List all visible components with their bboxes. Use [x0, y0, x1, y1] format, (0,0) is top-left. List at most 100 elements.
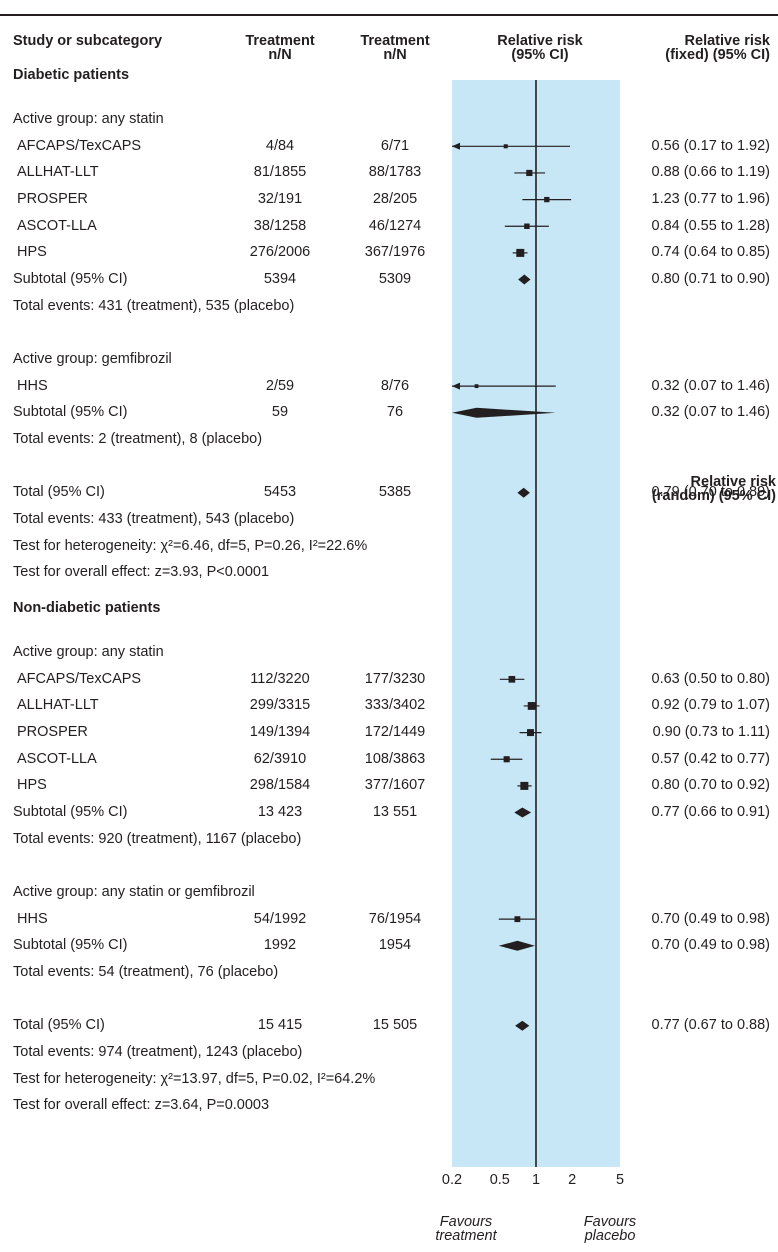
control-count: 1954	[378, 937, 412, 953]
study-name: PROSPER	[17, 724, 88, 740]
header-study: Study or subcategory	[13, 33, 163, 49]
subtotal-label: Subtotal (95% CI)	[13, 404, 128, 420]
treatment-count: 38/1258	[253, 218, 307, 234]
section-heading: Non-diabetic patients	[13, 600, 161, 616]
control-count: 108/3863	[364, 751, 426, 767]
summary-note: Total events: 431 (treatment), 535 (plac…	[13, 298, 295, 314]
point-estimate	[520, 781, 529, 790]
study-name: ALLHAT-LLT	[17, 697, 99, 713]
treatment-count: 1992	[263, 937, 297, 953]
treatment-count: 59	[271, 404, 289, 420]
treatment-count: 15 415	[257, 1017, 303, 1033]
x-tick-label: 0.2	[441, 1172, 463, 1188]
point-estimate	[527, 729, 534, 737]
x-tick-label: 2	[568, 1172, 577, 1188]
x-tick-label: 1	[531, 1172, 541, 1188]
treatment-count: 54/1992	[253, 911, 307, 927]
summary-note: Test for heterogeneity: χ²=13.97, df=5, …	[13, 1071, 376, 1087]
subtotal-label: Total (95% CI)	[13, 484, 105, 500]
study-name: AFCAPS/TexCAPS	[17, 671, 142, 687]
control-count: 5309	[378, 271, 412, 287]
header-control-line1: Treatment	[360, 33, 430, 49]
header-rr-line1: Relative risk	[497, 33, 583, 49]
point-estimate	[503, 144, 508, 149]
ci-arrow	[452, 142, 460, 150]
control-count: 377/1607	[364, 777, 426, 793]
favours-placebo-line2: placebo	[584, 1228, 636, 1244]
study-name: HHS	[17, 911, 48, 927]
favours-placebo-line1: Favours	[583, 1214, 637, 1230]
point-estimate	[503, 756, 510, 763]
summary-diamond	[498, 940, 535, 951]
summary-diamond	[518, 274, 531, 285]
relative-risk-ci: 0.32 (0.07 to 1.46)	[651, 404, 771, 420]
group-label: Active group: gemfibrozil	[13, 351, 172, 367]
header-control-line2: n/N	[383, 47, 407, 63]
relative-risk-ci: 0.57 (0.42 to 0.77)	[651, 751, 771, 767]
summary-diamond	[452, 407, 556, 418]
header-fixed-line2: (fixed) (95% CI)	[665, 47, 770, 63]
study-name: AFCAPS/TexCAPS	[17, 138, 142, 154]
subtotal-label: Subtotal (95% CI)	[13, 804, 128, 820]
control-count: 76/1954	[368, 911, 422, 927]
summary-note: Test for overall effect: z=3.93, P<0.000…	[13, 564, 270, 580]
control-count: 6/71	[380, 138, 410, 154]
header-fixed-line1: Relative risk	[684, 33, 770, 49]
control-count: 13 551	[372, 804, 418, 820]
relative-risk-ci: 0.79 (0.70 to 0.89)	[651, 484, 771, 500]
relative-risk-ci: 0.88 (0.66 to 1.19)	[651, 164, 771, 180]
relative-risk-ci: 0.80 (0.71 to 0.90)	[651, 271, 771, 287]
relative-risk-ci: 0.77 (0.67 to 0.88)	[651, 1017, 771, 1033]
favours-treatment-line1: Favours	[439, 1214, 493, 1230]
study-name: PROSPER	[17, 191, 88, 207]
control-count: 88/1783	[368, 164, 422, 180]
control-count: 367/1976	[364, 244, 426, 260]
treatment-count: 298/1584	[249, 777, 311, 793]
section-heading: Diabetic patients	[13, 67, 130, 83]
treatment-count: 4/84	[265, 138, 295, 154]
summary-note: Total events: 54 (treatment), 76 (placeb…	[13, 964, 279, 980]
relative-risk-ci: 0.90 (0.73 to 1.11)	[652, 724, 770, 740]
subtotal-label: Subtotal (95% CI)	[13, 271, 128, 287]
top-rule	[0, 14, 778, 16]
control-count: 177/3230	[364, 671, 426, 687]
header-random-line1: Relative risk	[690, 474, 776, 490]
point-estimate	[544, 196, 550, 203]
point-estimate	[526, 169, 533, 177]
relative-risk-ci: 0.56 (0.17 to 1.92)	[651, 138, 771, 154]
summary-diamond	[515, 1020, 530, 1031]
summary-note: Total events: 2 (treatment), 8 (placebo)	[13, 431, 263, 447]
relative-risk-ci: 0.77 (0.66 to 0.91)	[651, 804, 771, 820]
group-label: Active group: any statin or gemfibrozil	[13, 884, 255, 900]
subtotal-label: Total (95% CI)	[13, 1017, 105, 1033]
subtotal-label: Subtotal (95% CI)	[13, 937, 128, 953]
study-name: HHS	[17, 378, 48, 394]
relative-risk-ci: 0.80 (0.70 to 0.92)	[651, 777, 771, 793]
treatment-count: 32/191	[257, 191, 303, 207]
point-estimate	[527, 702, 536, 710]
treatment-count: 13 423	[257, 804, 303, 820]
control-count: 8/76	[380, 378, 410, 394]
header-random-line2: (random) (95% CI)	[651, 488, 776, 504]
control-count: 76	[386, 404, 404, 420]
favours-treatment-line2: treatment	[435, 1228, 497, 1244]
control-count: 172/1449	[364, 724, 426, 740]
treatment-count: 62/3910	[253, 751, 307, 767]
summary-note: Test for heterogeneity: χ²=6.46, df=5, P…	[13, 538, 368, 554]
treatment-count: 5394	[263, 271, 297, 287]
plot-marks	[452, 142, 572, 1031]
control-count: 333/3402	[364, 697, 426, 713]
summary-note: Total events: 920 (treatment), 1167 (pla…	[13, 831, 302, 847]
point-estimate	[514, 916, 521, 923]
relative-risk-ci: 0.92 (0.79 to 1.07)	[651, 697, 771, 713]
ci-arrow	[452, 382, 460, 390]
point-estimate	[524, 223, 530, 229]
x-tick-label: 5	[615, 1172, 625, 1188]
header-rr-line2: (95% CI)	[511, 47, 569, 63]
control-count: 15 505	[372, 1017, 418, 1033]
point-estimate	[516, 248, 525, 257]
relative-risk-ci: 0.84 (0.55 to 1.28)	[651, 218, 771, 234]
relative-risk-ci: 0.70 (0.49 to 0.98)	[651, 911, 771, 927]
relative-risk-ci: 1.23 (0.77 to 1.96)	[651, 191, 771, 207]
